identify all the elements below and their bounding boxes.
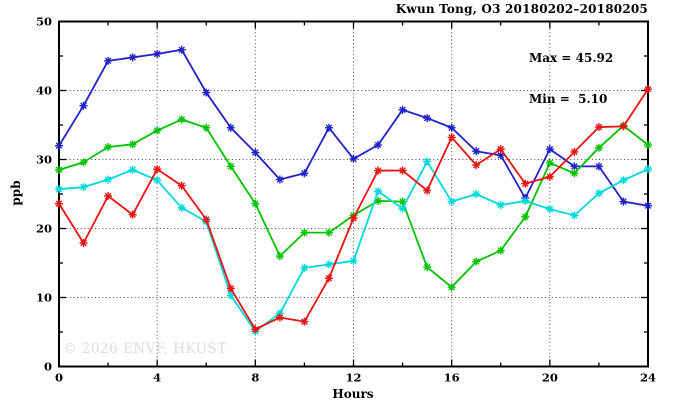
y-tick-label: 10 (36, 291, 52, 305)
x-tick-label: 8 (251, 371, 259, 385)
y-axis-title: ppb (9, 180, 23, 206)
y-tick-label: 30 (36, 153, 52, 167)
min-label: Min = 5.10 (529, 91, 608, 106)
x-tick-label: 0 (55, 371, 63, 385)
y-tick-label: 40 (36, 84, 52, 98)
max-label: Max = 45.92 (529, 51, 614, 65)
x-tick-label: 12 (345, 371, 361, 385)
chart-title: Kwun Tong, O3 20180202–20180205 (395, 2, 648, 16)
watermark: © 2026 ENVF, HKUST (63, 341, 227, 357)
x-tick-label: 20 (542, 371, 558, 385)
x-tick-label: 4 (153, 371, 161, 385)
x-tick-label: 24 (640, 371, 656, 385)
x-axis-title: Hours (332, 387, 374, 401)
stats-annotation: Max = 45.92 Min = 5.10 (529, 25, 613, 133)
x-tick-label: 16 (444, 371, 460, 385)
y-tick-label: 50 (36, 15, 52, 29)
y-tick-label: 20 (36, 222, 52, 236)
y-tick-label: 0 (44, 360, 52, 374)
